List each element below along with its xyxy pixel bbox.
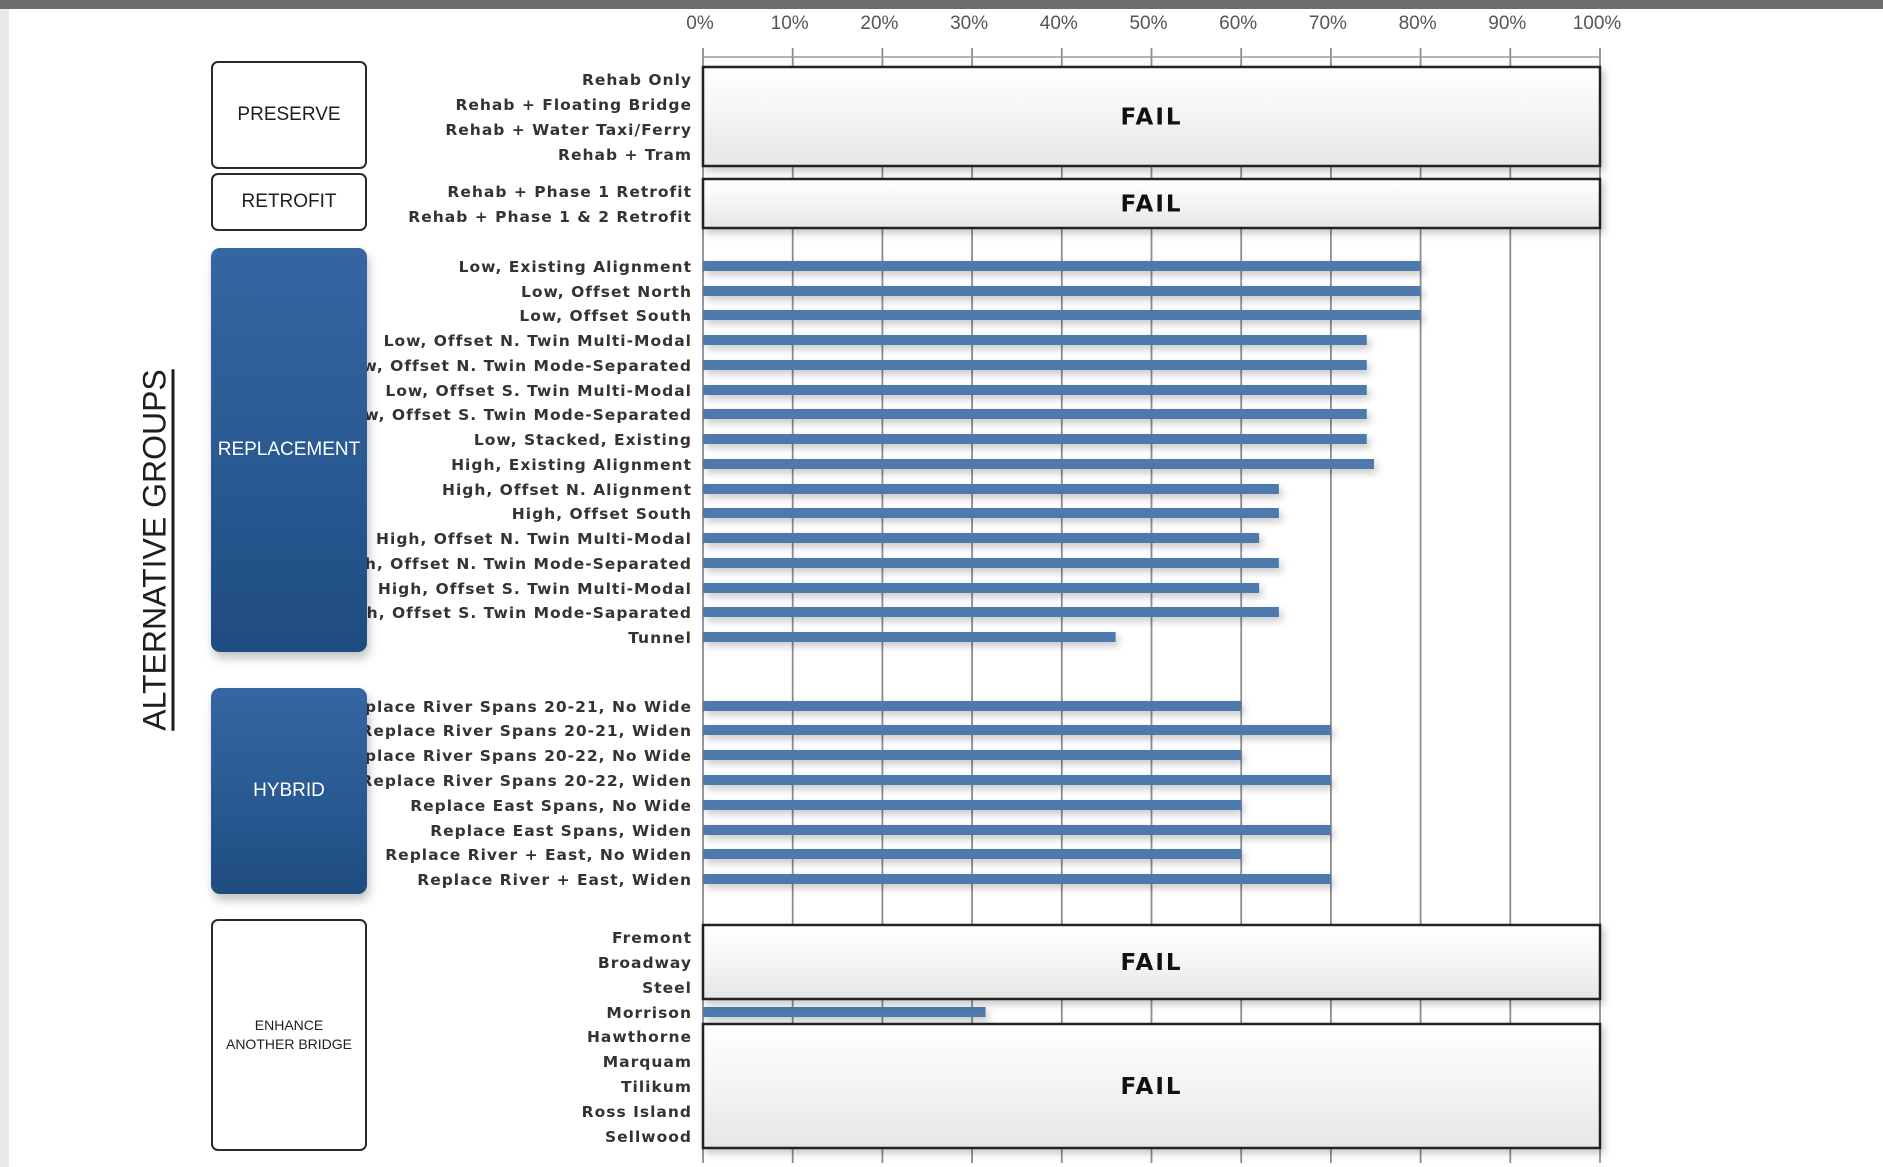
- bar: [703, 800, 1242, 810]
- bar: [703, 434, 1367, 444]
- row-label: Rehab Only: [582, 71, 692, 89]
- row-label: Replace River Spans 20-21, No Wide: [340, 698, 692, 716]
- bar: [703, 558, 1279, 568]
- row-label: Steel: [642, 979, 692, 997]
- row-label: Replace River + East, Widen: [417, 871, 692, 889]
- row-label: Rehab + Tram: [558, 146, 692, 164]
- left-border: [0, 9, 9, 1167]
- row-label: Replace River Spans 20-21, Widen: [360, 722, 692, 740]
- row-label: Rehab + Phase 1 Retrofit: [447, 183, 692, 201]
- row-label: Ross Island: [582, 1103, 692, 1121]
- group-box: ENHANCE ANOTHER BRIDGE: [211, 919, 367, 1151]
- group-box: HYBRID: [211, 688, 367, 894]
- bar: [703, 533, 1260, 543]
- bar: [703, 750, 1242, 760]
- fail-label: FAIL: [1120, 950, 1182, 976]
- fail-label: FAIL: [1120, 105, 1182, 131]
- fail-region: [701, 177, 1602, 230]
- row-label: High, Existing Alignment: [451, 456, 692, 474]
- row-label: Rehab + Floating Bridge: [455, 96, 692, 114]
- x-tick-label: 10%: [771, 13, 809, 34]
- x-tick-label: 50%: [1129, 13, 1167, 34]
- row-label: Sellwood: [605, 1128, 692, 1146]
- row-label: Low, Stacked, Existing: [474, 431, 692, 449]
- row-label: Tunnel: [628, 629, 692, 647]
- row-label: High, Offset S. Twin Multi-Modal: [378, 580, 692, 598]
- fail-region: [701, 923, 1602, 1001]
- top-border: [0, 0, 1883, 9]
- fail-label: FAIL: [1120, 1074, 1182, 1100]
- bar: [703, 632, 1116, 642]
- row-label: Hawthorne: [587, 1028, 692, 1046]
- row-label: Low, Offset N. Twin Mode-Separated: [340, 357, 692, 375]
- bar: [703, 825, 1331, 835]
- row-label: Marquam: [603, 1053, 692, 1071]
- bar: [703, 261, 1421, 271]
- x-tick-label: 80%: [1399, 13, 1437, 34]
- bar: [703, 286, 1421, 296]
- row-label: Replace River + East, No Widen: [385, 846, 692, 864]
- x-tick-label: 40%: [1040, 13, 1078, 34]
- bar: [703, 701, 1242, 711]
- bar: [703, 409, 1367, 419]
- row-label: Low, Existing Alignment: [459, 258, 692, 276]
- row-label: High, Offset S. Twin Mode-Saparated: [334, 604, 692, 622]
- bar: [703, 484, 1279, 494]
- row-label: Morrison: [606, 1004, 692, 1022]
- row-label: Replace River Spans 20-22, Widen: [360, 772, 692, 790]
- group-box: PRESERVE: [211, 61, 367, 169]
- row-label: Fremont: [612, 929, 692, 947]
- row-label: Low, Offset N. Twin Multi-Modal: [384, 332, 692, 350]
- group-box: REPLACEMENT: [211, 248, 367, 652]
- x-tick-label: 100%: [1573, 13, 1622, 34]
- bar: [703, 360, 1367, 370]
- x-tick-label: 60%: [1219, 13, 1257, 34]
- row-label: Low, Offset North: [521, 283, 692, 301]
- row-label: Replace East Spans, Widen: [430, 822, 692, 840]
- bar: [703, 1007, 986, 1017]
- row-label: High, Offset South: [512, 505, 692, 523]
- x-tick-label: 90%: [1488, 13, 1526, 34]
- bar: [703, 583, 1260, 593]
- row-label: Replace River Spans 20-22, No Wide: [340, 747, 692, 765]
- fail-region: [701, 1022, 1602, 1150]
- row-label: Broadway: [598, 954, 692, 972]
- bar: [703, 725, 1331, 735]
- bar: [703, 508, 1279, 518]
- bar: [703, 335, 1367, 345]
- bar: [703, 607, 1279, 617]
- fail-label: FAIL: [1120, 192, 1182, 218]
- row-label: High, Offset N. Alignment: [442, 481, 692, 499]
- x-tick-label: 70%: [1309, 13, 1347, 34]
- row-label: Low, Offset S. Twin Multi-Modal: [385, 382, 692, 400]
- row-label: High, Offset N. Twin Mode-Separated: [332, 555, 692, 573]
- row-label: High, Offset N. Twin Multi-Modal: [376, 530, 692, 548]
- fail-region: [701, 65, 1602, 168]
- bar: [703, 849, 1242, 859]
- row-label: Rehab + Water Taxi/Ferry: [445, 121, 692, 139]
- row-label: Rehab + Phase 1 & 2 Retrofit: [408, 208, 692, 226]
- row-label: Low, Offset S. Twin Mode-Separated: [342, 406, 692, 424]
- bar: [703, 775, 1331, 785]
- row-label: Tilikum: [621, 1078, 692, 1096]
- row-label: Replace East Spans, No Wide: [410, 797, 692, 815]
- bar: [703, 459, 1374, 469]
- group-box: RETROFIT: [211, 173, 367, 231]
- bar: [703, 385, 1367, 395]
- x-tick-label: 20%: [860, 13, 898, 34]
- x-tick-label: 30%: [950, 13, 988, 34]
- row-label: Low, Offset South: [519, 307, 692, 325]
- x-tick-label: 0%: [686, 13, 714, 34]
- bar: [703, 310, 1421, 320]
- bar: [703, 874, 1331, 884]
